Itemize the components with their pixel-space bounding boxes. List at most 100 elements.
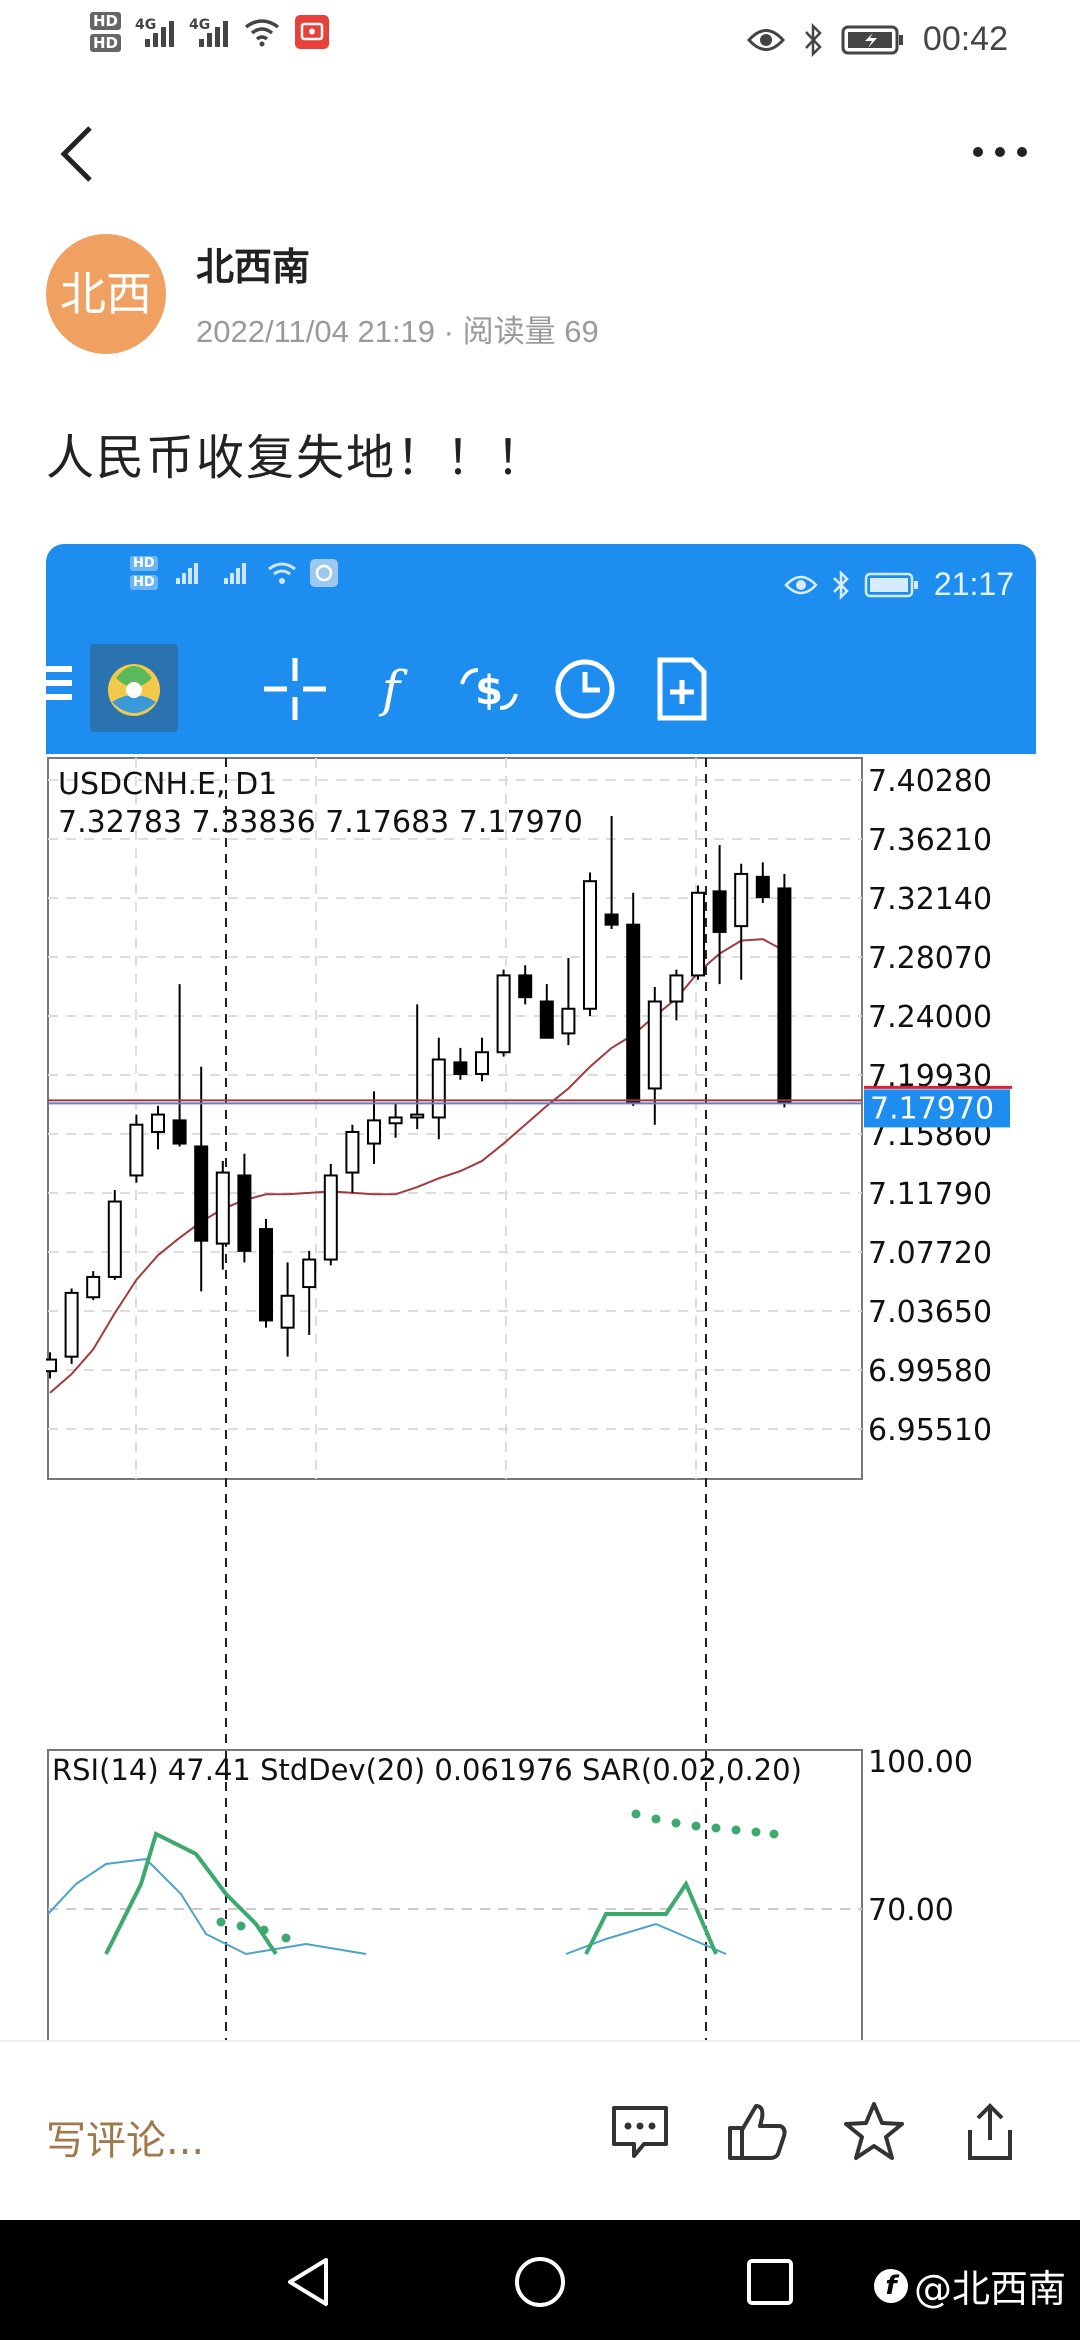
price-tag <box>864 1089 1010 1128</box>
candle <box>712 844 727 985</box>
candle <box>172 984 187 1147</box>
new-order-icon[interactable] <box>646 654 716 724</box>
bull-candle-body <box>302 1258 317 1289</box>
bull-candle-body <box>107 1200 122 1278</box>
candle <box>367 1091 381 1164</box>
status-bar-right: 00:42 <box>746 20 1008 59</box>
bull-candle-body <box>410 1113 425 1119</box>
sar-dot <box>259 1925 269 1935</box>
network-type-2: 4G <box>189 17 211 33</box>
candle <box>496 969 511 1057</box>
bull-candle-body <box>734 872 749 928</box>
bluetooth-icon <box>804 22 822 57</box>
menu-icon[interactable] <box>46 666 72 700</box>
favorite-star-icon[interactable] <box>842 2100 906 2164</box>
candle <box>626 892 641 1106</box>
sar-dot <box>671 1818 681 1828</box>
plot-frame <box>47 757 863 1480</box>
candle <box>388 1102 403 1138</box>
status-time: 00:42 <box>922 20 1008 58</box>
y-tick-label: 7.11790 <box>868 1177 992 1212</box>
chart-ohlc-label: 7.32783 7.33836 7.17683 7.17970 <box>58 805 583 840</box>
weibo-logo-icon: f <box>873 2268 908 2303</box>
svg-text:f: f <box>378 660 408 718</box>
status-bar-left: HD HD 4G 4G <box>90 12 330 52</box>
sub-tick-100: 100.00 <box>868 1745 973 1780</box>
candle <box>410 1004 425 1130</box>
nav-home-icon[interactable] <box>512 2254 568 2310</box>
back-arrow-icon[interactable] <box>56 124 96 184</box>
embedded-status-time: 21:17 <box>933 566 1014 602</box>
subchart-frame <box>47 1749 863 2044</box>
candle <box>734 863 749 980</box>
post-datetime: 2022/11/04 21:19 <box>196 314 436 349</box>
stddev-line <box>47 1857 367 1956</box>
hd-indicators: HD HD <box>90 12 122 52</box>
ma-polyline <box>49 938 785 1394</box>
y-tick-label: 7.24000 <box>868 1000 992 1035</box>
trade-icon[interactable]: $ <box>454 654 524 724</box>
hd2-badge: HD <box>90 34 122 52</box>
post-meta: 2022/11/04 21:19 · 阅读量 69 <box>196 306 599 351</box>
bear-candle-body <box>518 974 533 999</box>
embedded-status-right: 21:17 <box>784 566 1014 603</box>
y-tick-label: 7.07720 <box>868 1236 992 1271</box>
bull-candle-body <box>345 1130 360 1174</box>
candle <box>215 1160 230 1270</box>
like-icon[interactable] <box>726 2100 790 2164</box>
sar-dot <box>281 1933 291 1943</box>
bull-candle-body <box>561 1007 576 1035</box>
chart-symbol-label: USDCNH.E, D1 <box>58 767 277 802</box>
embedded-signal-icon-2 <box>223 563 246 584</box>
candle <box>669 969 684 1021</box>
sar-dot <box>236 1921 246 1931</box>
candle <box>323 1163 338 1266</box>
bear-candle-body <box>172 1119 187 1145</box>
more-options-icon[interactable] <box>968 140 1032 164</box>
clock-icon[interactable] <box>550 654 620 724</box>
candle <box>280 1262 295 1357</box>
post-image[interactable]: HD HD 21:17 f $ 7.40280 <box>46 544 1036 2044</box>
nav-recents-icon[interactable] <box>742 2254 798 2310</box>
chart-background <box>46 754 1036 2044</box>
embedded-app-icon <box>309 559 338 587</box>
stddev-line-2 <box>565 1922 727 1955</box>
candle <box>302 1250 317 1335</box>
candle <box>107 1189 122 1280</box>
moving-average-line <box>49 938 785 1394</box>
bear-candle-body <box>237 1174 252 1252</box>
bull-candle-body <box>151 1113 165 1133</box>
bear-candle-body <box>539 1000 554 1039</box>
price-chart[interactable]: 7.402807.362107.321407.280707.240007.199… <box>46 754 1036 2044</box>
embedded-battery-icon <box>864 572 918 597</box>
rsi-line-2 <box>584 1879 718 1955</box>
indicator-label: RSI(14) 47.41 StdDev(20) 0.061976 SAR(0.… <box>52 1753 802 1787</box>
signal-icon-2: 4G <box>189 17 229 47</box>
post-text: 人民币收复失地！！！ <box>46 430 547 486</box>
sar-dot <box>691 1821 701 1831</box>
author-name[interactable]: 北西南 <box>196 245 311 289</box>
bull-candle-body <box>129 1123 144 1177</box>
bottom-action-bar <box>0 2040 1080 2222</box>
bull-candle-body <box>64 1291 79 1358</box>
author-avatar[interactable]: 北西 <box>46 234 166 354</box>
comment-input[interactable]: 写评论... <box>46 2118 205 2164</box>
comments-icon[interactable] <box>608 2100 672 2164</box>
sar-dot <box>769 1829 779 1839</box>
candle <box>539 984 554 1039</box>
indicators-icon[interactable]: f <box>356 654 426 724</box>
indicator-subchart: 100.00 70.00 <box>47 1745 973 2044</box>
y-tick-label: 7.36210 <box>868 823 992 858</box>
bull-candle-body <box>431 1058 446 1119</box>
bull-candle-body <box>367 1119 381 1145</box>
network-type-1: 4G <box>135 17 157 33</box>
candle <box>583 872 597 1016</box>
candle <box>475 1037 489 1082</box>
crosshair-icon[interactable] <box>260 654 330 724</box>
bear-candle-body <box>755 875 770 899</box>
nav-back-icon[interactable] <box>282 2254 338 2310</box>
app-notification-icon <box>295 15 330 49</box>
rsi-line <box>104 1831 278 1956</box>
candle <box>561 958 576 1045</box>
share-icon[interactable] <box>958 2100 1022 2164</box>
